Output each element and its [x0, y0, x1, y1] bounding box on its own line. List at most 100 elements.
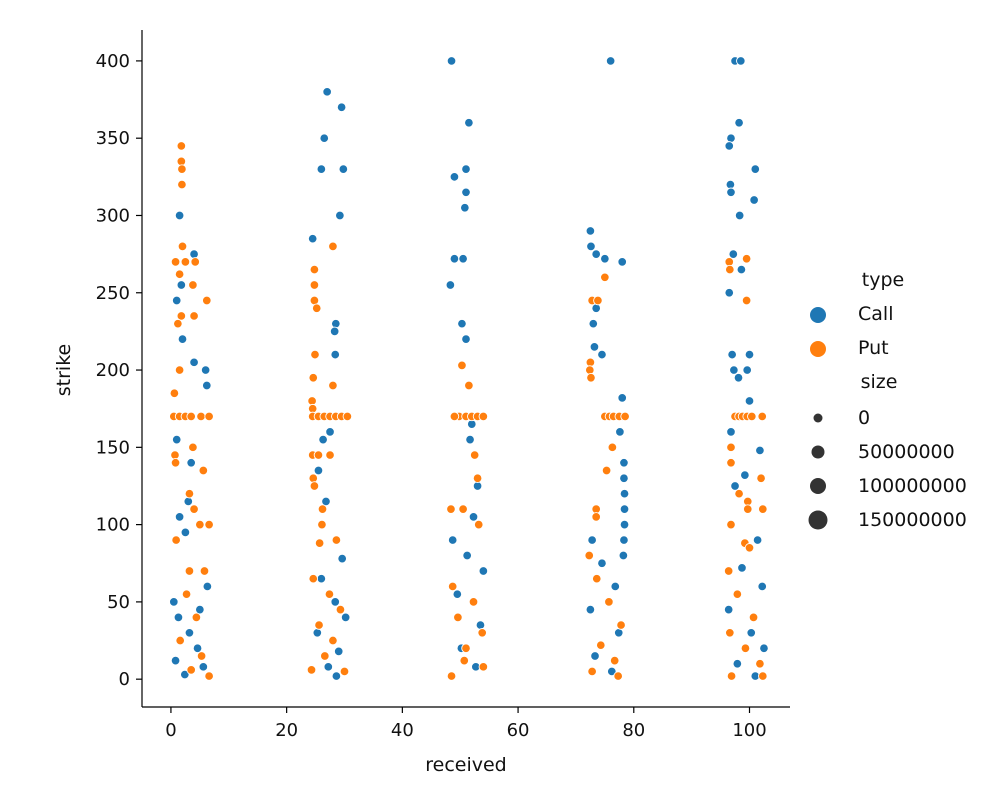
call-point	[183, 496, 194, 507]
call-point	[338, 164, 349, 174]
put-point	[328, 635, 338, 646]
call-point	[321, 496, 331, 507]
put-point	[446, 504, 456, 514]
legend-size-0-label: 0	[858, 407, 870, 429]
put-point	[320, 651, 330, 661]
call-point	[737, 563, 747, 573]
put-point	[170, 458, 181, 468]
x-tick-label: 40	[391, 720, 414, 741]
put-point	[459, 655, 470, 666]
legend: type Call Put size 0 50000000 100000000 …	[808, 269, 967, 531]
put-point	[616, 620, 626, 630]
put-point	[202, 295, 212, 306]
call-point	[325, 427, 335, 437]
axes-layer: 0 20 40 60 80 100 0 50 100 150 200 250 300 350 400	[96, 30, 790, 741]
call-point	[605, 56, 616, 66]
put-point	[186, 411, 196, 422]
put-point	[189, 504, 199, 514]
call-point	[313, 465, 324, 476]
put-point	[725, 264, 735, 275]
call-point	[750, 164, 761, 174]
call-point	[316, 573, 327, 584]
put-point	[204, 519, 214, 530]
put-point	[461, 643, 471, 654]
x-tick-label: 0	[165, 720, 176, 741]
legend-size-0-marker	[813, 413, 823, 423]
call-point	[468, 512, 479, 522]
put-point	[204, 671, 214, 681]
call-point	[465, 434, 475, 445]
put-point	[170, 257, 181, 267]
call-point	[337, 553, 347, 564]
put-point	[472, 473, 483, 483]
call-point	[757, 581, 767, 592]
call-point	[618, 550, 629, 561]
call-point	[445, 280, 456, 290]
y-tick-label: 0	[119, 669, 130, 690]
put-point	[478, 411, 489, 422]
call-point	[330, 597, 340, 607]
put-point	[755, 658, 765, 669]
put-point	[309, 280, 320, 290]
call-point	[171, 434, 182, 445]
call-point	[744, 396, 755, 406]
call-point	[736, 264, 747, 275]
call-point	[461, 187, 471, 198]
call-point	[755, 445, 765, 456]
put-point	[328, 241, 338, 252]
call-point	[619, 488, 630, 499]
put-point	[468, 597, 479, 607]
call-point	[446, 56, 457, 66]
call-point	[202, 380, 212, 391]
call-point	[724, 288, 735, 298]
put-point	[306, 665, 317, 675]
call-point	[186, 458, 196, 468]
put-point	[604, 597, 614, 607]
put-point	[309, 264, 320, 275]
call-point	[189, 249, 199, 259]
call-point	[724, 141, 735, 151]
put-point	[342, 411, 353, 422]
put-point	[473, 519, 484, 530]
call-point	[759, 643, 769, 654]
y-tick-label: 250	[96, 283, 130, 304]
put-point	[758, 671, 768, 681]
put-point	[171, 535, 181, 545]
legend-size-1-marker	[811, 445, 825, 459]
put-point	[744, 543, 755, 553]
legend-hue-title: type	[862, 269, 904, 291]
put-point	[747, 411, 757, 422]
put-point	[174, 365, 185, 375]
put-point	[601, 465, 612, 476]
put-point	[740, 643, 751, 654]
put-point	[732, 589, 743, 599]
call-point	[746, 628, 756, 638]
put-point	[600, 272, 610, 283]
call-point	[195, 604, 205, 615]
call-point	[600, 254, 610, 264]
call-point	[619, 473, 629, 483]
call-point	[447, 535, 458, 545]
put-point	[176, 156, 187, 167]
put-point	[189, 311, 199, 321]
call-point	[464, 117, 474, 128]
put-point	[308, 573, 319, 584]
put-point	[457, 360, 467, 371]
put-point	[620, 411, 630, 422]
put-point	[176, 141, 187, 151]
put-point	[743, 504, 753, 514]
put-point	[309, 295, 320, 306]
call-point	[585, 604, 596, 615]
put-point	[723, 566, 734, 576]
legend-size-2-label: 100000000	[858, 475, 967, 497]
put-point	[726, 671, 737, 681]
legend-size-1-label: 50000000	[858, 441, 955, 463]
call-point	[331, 318, 341, 329]
put-point	[186, 665, 196, 675]
put-point	[587, 666, 597, 677]
put-point	[446, 671, 457, 681]
put-point	[758, 504, 768, 514]
call-point	[619, 535, 629, 545]
call-point	[726, 187, 736, 198]
put-point	[449, 411, 460, 422]
